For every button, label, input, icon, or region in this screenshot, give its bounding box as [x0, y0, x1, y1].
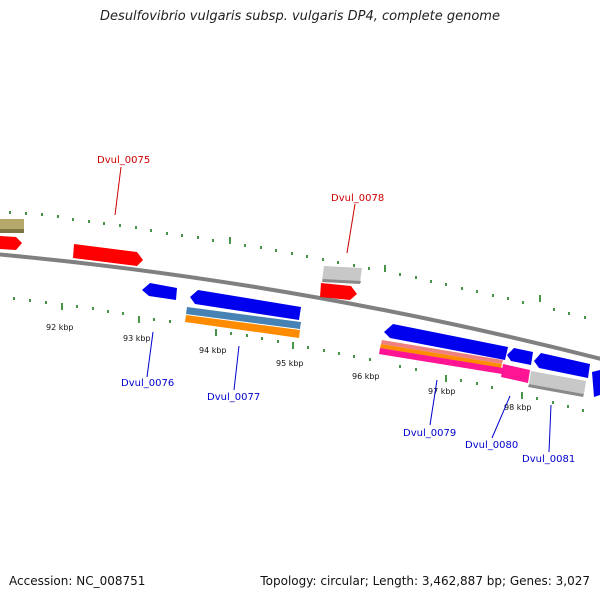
gene-label-dvul-0078: Dvul_0078: [331, 193, 384, 204]
inner-tick-ring: [13, 297, 584, 412]
gene-arrow-dvul-0078: [320, 283, 357, 300]
outer-tick-ring: [9, 211, 586, 319]
tick-label-96kbp: 96 kbp: [352, 372, 380, 381]
gene-arrow-dvul-0081: [534, 353, 590, 378]
tick-label-94kbp: 94 kbp: [199, 346, 227, 355]
genome-backbone: [0, 252, 600, 361]
gene-label-dvul-0077: Dvul_0077: [207, 392, 260, 403]
feature-band-blue-0077: [186, 307, 301, 329]
genome-summary-text: Topology: circular; Length: 3,462,887 bp…: [260, 574, 590, 588]
pseudogene-dvul-0078: [322, 266, 362, 282]
gene-label-dvul-0076: Dvul_0076: [121, 378, 174, 389]
gene-arrow-dvul-0076: [142, 283, 177, 300]
gene-label-dvul-0079: Dvul_0079: [403, 428, 456, 439]
feature-band-orange-0079: [380, 344, 502, 368]
gene-arrow-dvul-0075: [73, 244, 143, 266]
reverse-strand-genes: [142, 283, 600, 397]
accession-text: Accession: NC_008751: [9, 574, 146, 588]
forward-gene-labels: Dvul_0075 Dvul_0078: [97, 155, 384, 254]
gene-arrow-dvul-0080: [507, 348, 533, 365]
map-title: Desulfovibrio vulgaris subsp. vulgaris D…: [100, 9, 500, 24]
feature-band-pink-0080: [501, 364, 530, 383]
tick-label-97kbp: 97 kbp: [428, 387, 456, 396]
feature-band-pink-0079: [379, 348, 503, 374]
scale-labels: 92 kbp 93 kbp 94 kbp 95 kbp 96 kbp 97 kb…: [46, 323, 532, 412]
tick-label-93kbp: 93 kbp: [123, 334, 151, 343]
feature-band-salmon-0079: [381, 340, 503, 364]
gene-label-dvul-0075: Dvul_0075: [97, 155, 150, 166]
gene-arrow-next: [592, 370, 600, 397]
gene-arrow-dvul-0079: [384, 324, 508, 360]
gene-arrow-dvul-0077: [190, 290, 301, 320]
tick-label-98kbp: 98 kbp: [504, 403, 532, 412]
gene-label-dvul-0081: Dvul_0081: [522, 454, 575, 465]
gene-label-dvul-0080: Dvul_0080: [465, 440, 518, 451]
reverse-gene-labels: Dvul_0076 Dvul_0077 Dvul_0079 Dvul_0080 …: [121, 331, 575, 465]
forward-strand-genes: [0, 219, 362, 300]
feature-band-orange-0077: [185, 315, 300, 338]
tick-label-95kbp: 95 kbp: [276, 359, 304, 368]
gene-arrow-prev: [0, 236, 22, 250]
pseudogene-dvul-0081: [529, 371, 586, 394]
tick-label-92kbp: 92 kbp: [46, 323, 74, 332]
